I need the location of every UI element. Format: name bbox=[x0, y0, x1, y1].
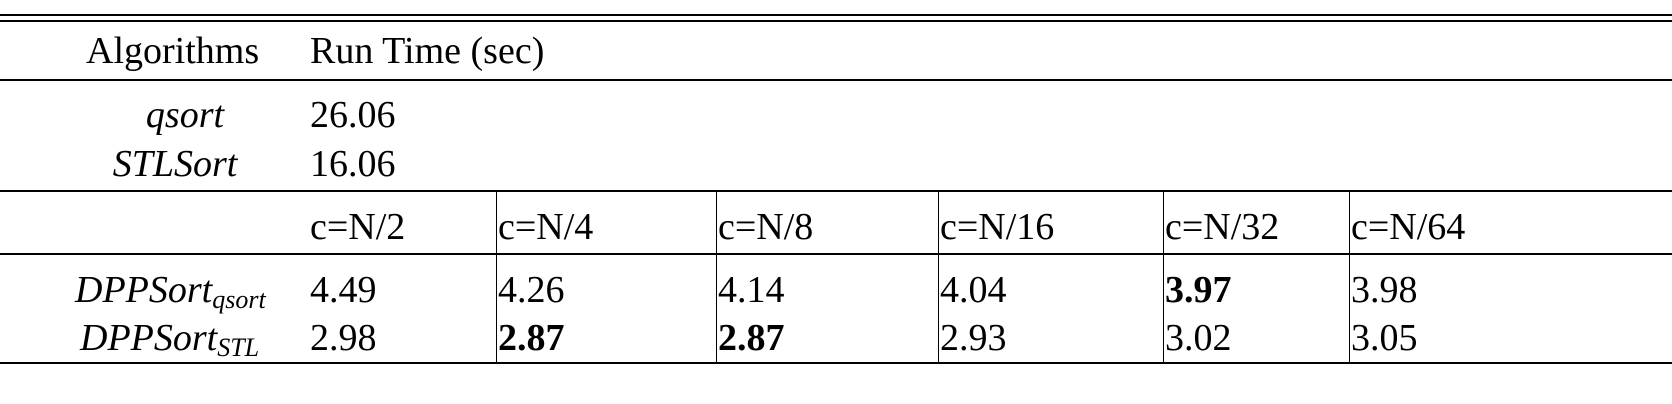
dpp-label-subscript: STL bbox=[217, 333, 260, 362]
dpp-row-label-stl: DPPSortSTL bbox=[80, 316, 259, 370]
dpp-qsort-value: 4.04 bbox=[940, 269, 1007, 311]
dpp-stl-value: 2.93 bbox=[940, 317, 1007, 359]
dpp-stl-value: 2.98 bbox=[310, 317, 377, 359]
col-divider-3 bbox=[938, 191, 939, 363]
baseline-name-stlsort: STLSort bbox=[112, 143, 238, 185]
dpp-label-base: DPPSort bbox=[80, 317, 218, 359]
dpp-label-subscript: qsort bbox=[212, 285, 266, 314]
col-divider-2 bbox=[716, 191, 717, 363]
c-header: c=N/16 bbox=[940, 206, 1055, 248]
dpp-row-label-qsort: DPPSortqsort bbox=[75, 268, 266, 322]
header-run-time: Run Time (sec) bbox=[310, 30, 545, 72]
c-header: c=N/4 bbox=[498, 206, 594, 248]
col-divider-1 bbox=[496, 191, 497, 363]
bottom-rule bbox=[0, 362, 1672, 364]
dpp-label-base: DPPSort bbox=[75, 269, 213, 311]
header-algorithms: Algorithms bbox=[86, 30, 260, 72]
c-header: c=N/2 bbox=[310, 206, 406, 248]
dpp-stl-value-best: 2.87 bbox=[498, 317, 565, 359]
dpp-stl-value: 3.05 bbox=[1351, 317, 1418, 359]
c-header: c=N/64 bbox=[1351, 206, 1466, 248]
dpp-qsort-value-best: 3.97 bbox=[1165, 269, 1232, 311]
dpp-stl-value-best: 2.87 bbox=[718, 317, 785, 359]
dpp-stl-value: 3.02 bbox=[1165, 317, 1232, 359]
dpp-qsort-value: 3.98 bbox=[1351, 269, 1418, 311]
dpp-qsort-value: 4.49 bbox=[310, 269, 377, 311]
baseline-name-qsort: qsort bbox=[145, 94, 225, 136]
baseline-time-stlsort: 16.06 bbox=[310, 143, 396, 185]
baseline-rule bbox=[0, 190, 1672, 192]
header-rule bbox=[0, 79, 1672, 81]
dpp-qsort-value: 4.26 bbox=[498, 269, 565, 311]
baseline-time-qsort: 26.06 bbox=[310, 94, 396, 136]
top-double-rule-inner bbox=[0, 20, 1672, 22]
c-header: c=N/32 bbox=[1165, 206, 1280, 248]
col-divider-5 bbox=[1349, 191, 1350, 363]
col-divider-4 bbox=[1163, 191, 1164, 363]
c-header-rule bbox=[0, 253, 1672, 255]
top-double-rule-outer bbox=[0, 14, 1672, 16]
dpp-qsort-value: 4.14 bbox=[718, 269, 785, 311]
c-header: c=N/8 bbox=[718, 206, 814, 248]
